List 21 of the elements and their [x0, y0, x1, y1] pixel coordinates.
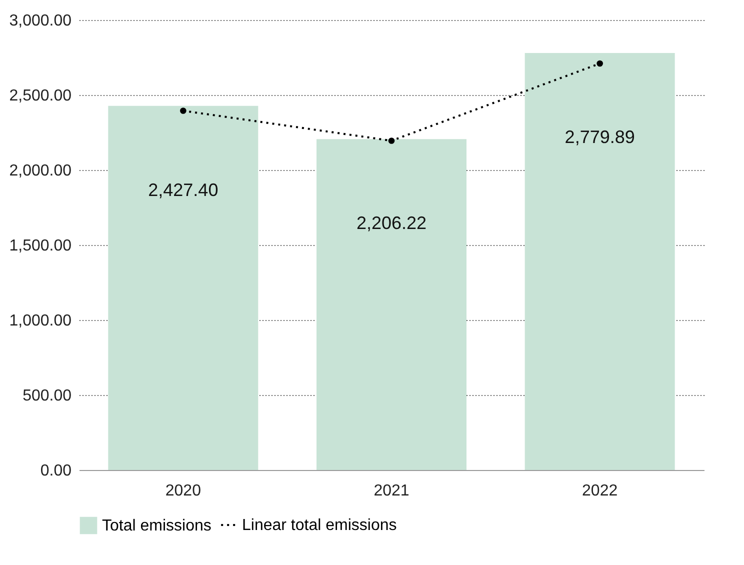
x-tick-label: 2022	[582, 482, 618, 500]
data-label: 2,206.22	[356, 213, 427, 234]
point	[180, 108, 186, 114]
data-label: 2,427.40	[148, 180, 218, 200]
y-tick-label: 1,000.00	[9, 312, 72, 330]
y-tick-label: 2,500.00	[9, 88, 72, 104]
y-tick-label: 1,500.00	[9, 238, 72, 254]
y-tick-label: 3,000.00	[9, 12, 72, 30]
bar	[316, 139, 466, 470]
bar	[524, 53, 675, 470]
legend-label: Total emissions	[102, 518, 212, 534]
x-tick-label: 2020	[165, 482, 202, 500]
bar	[108, 106, 258, 470]
data-label: 2,779.89	[564, 127, 635, 148]
point	[596, 60, 603, 67]
y-tick-label: 500.00	[22, 388, 72, 404]
legend-label: Linear total emissions	[242, 517, 397, 534]
y-tick-label: 0.00	[40, 462, 72, 480]
point	[388, 138, 395, 144]
y-tick-label: 2,000.00	[9, 162, 72, 180]
x-tick-label: 2021	[374, 482, 410, 500]
